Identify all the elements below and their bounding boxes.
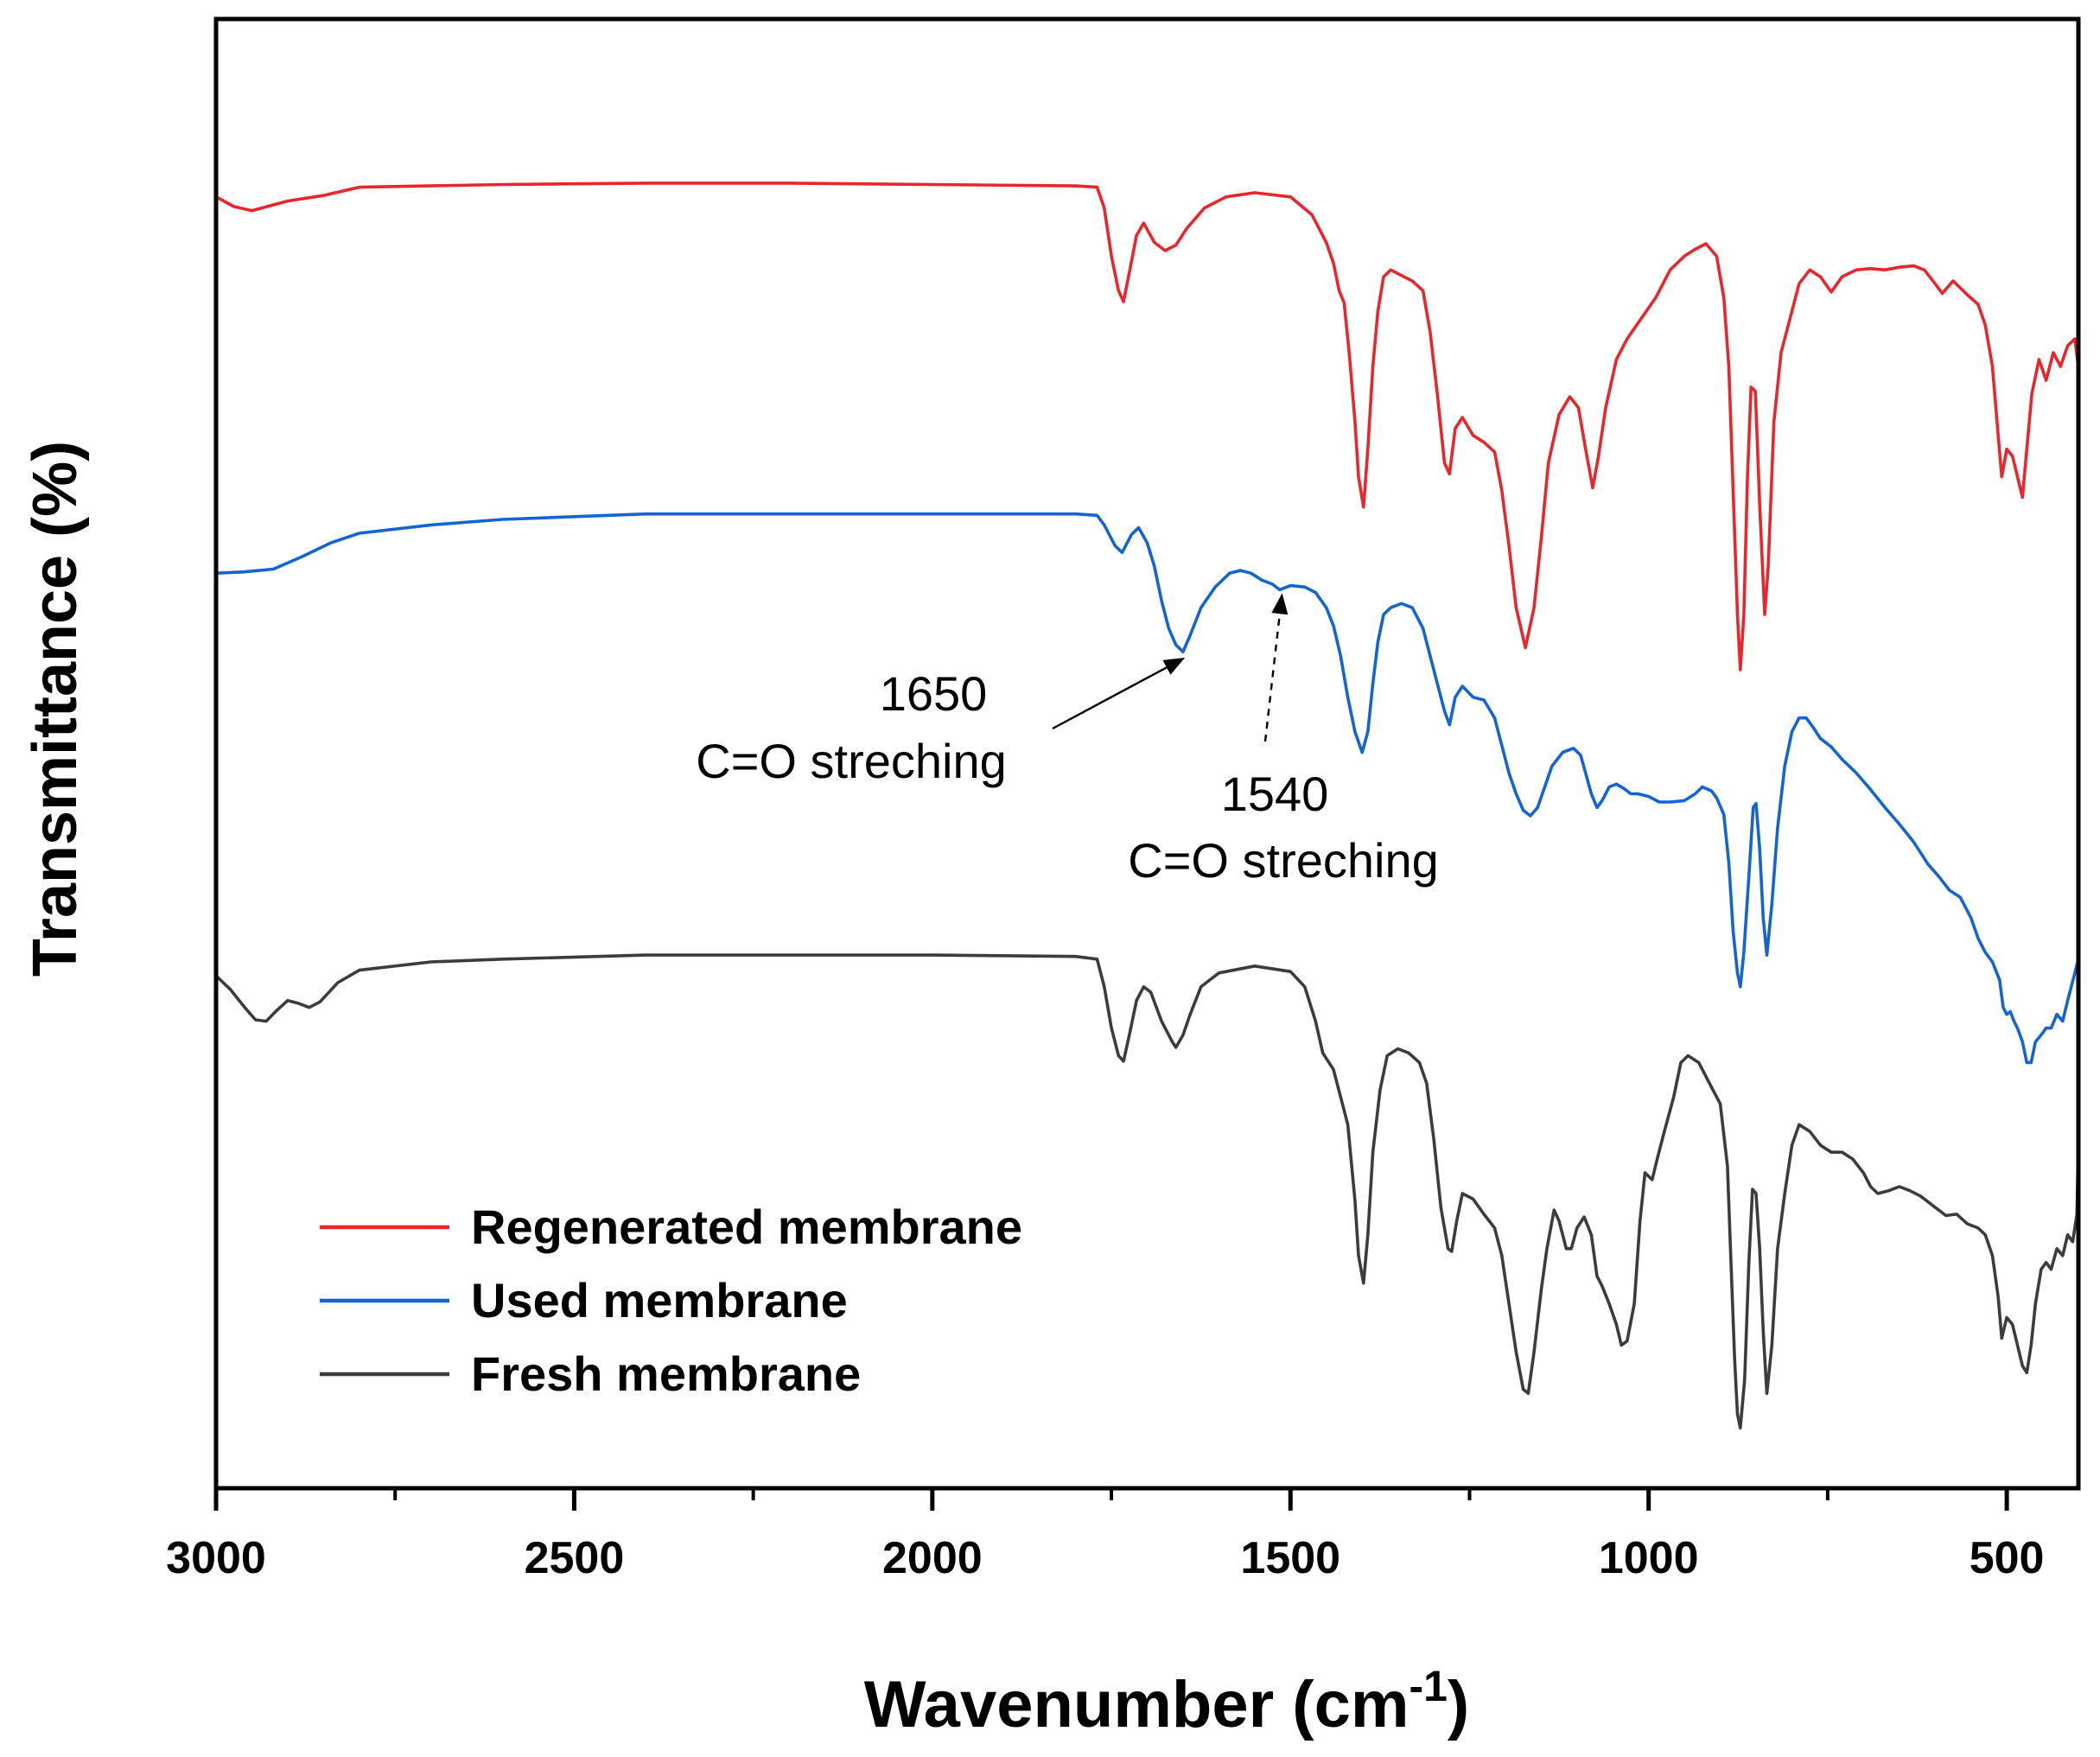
annotation-label-1650: C=O streching <box>696 734 1007 788</box>
x-tick-label: 1000 <box>1599 1533 1699 1583</box>
legend-label-regenerated-membrane: Regenerated membrane <box>471 1200 1022 1254</box>
legend: Regenerated membrane Used membrane Fresh m… <box>320 1200 1022 1401</box>
annotation-label-1540: C=O streching <box>1128 833 1439 888</box>
plot-frame <box>213 16 2081 1491</box>
x-tick-label: 500 <box>1970 1533 2045 1583</box>
series-layer <box>214 181 2080 1429</box>
x-tick-label: 1500 <box>1240 1533 1340 1583</box>
annotation-arrow-1650 <box>1052 658 1186 730</box>
annotation-wavenumber-1650: 1650 <box>880 666 988 721</box>
x-axis-title: Wavenumber (cm-1) <box>864 1662 1469 1741</box>
annotation-arrow-1540 <box>1263 593 1289 742</box>
x-tick-label: 2500 <box>525 1533 625 1583</box>
y-axis-title: Transmittance (%) <box>21 441 90 977</box>
x-axis-ticks: 3000 2500 2000 1500 1000 500 <box>166 1488 2044 1583</box>
series-line-used-membrane <box>214 512 2080 1065</box>
x-axis-title-close: ) <box>1448 1668 1469 1741</box>
annotation-layer: 1650 C=O streching 1540 C=O streching <box>696 593 1439 888</box>
series-line-regenerated-membrane <box>214 181 2080 672</box>
x-axis-title-superscript: -1 <box>1409 1662 1447 1710</box>
annotation-wavenumber-1540: 1540 <box>1221 767 1329 821</box>
legend-label-fresh-membrane: Fresh membrane <box>471 1346 861 1401</box>
x-axis-title-main: Wavenumber (cm <box>864 1668 1410 1741</box>
x-tick-label: 3000 <box>166 1533 266 1583</box>
series-line-fresh-membrane <box>214 953 2080 1429</box>
legend-label-used-membrane: Used membrane <box>471 1273 848 1327</box>
x-tick-label: 2000 <box>882 1533 983 1583</box>
